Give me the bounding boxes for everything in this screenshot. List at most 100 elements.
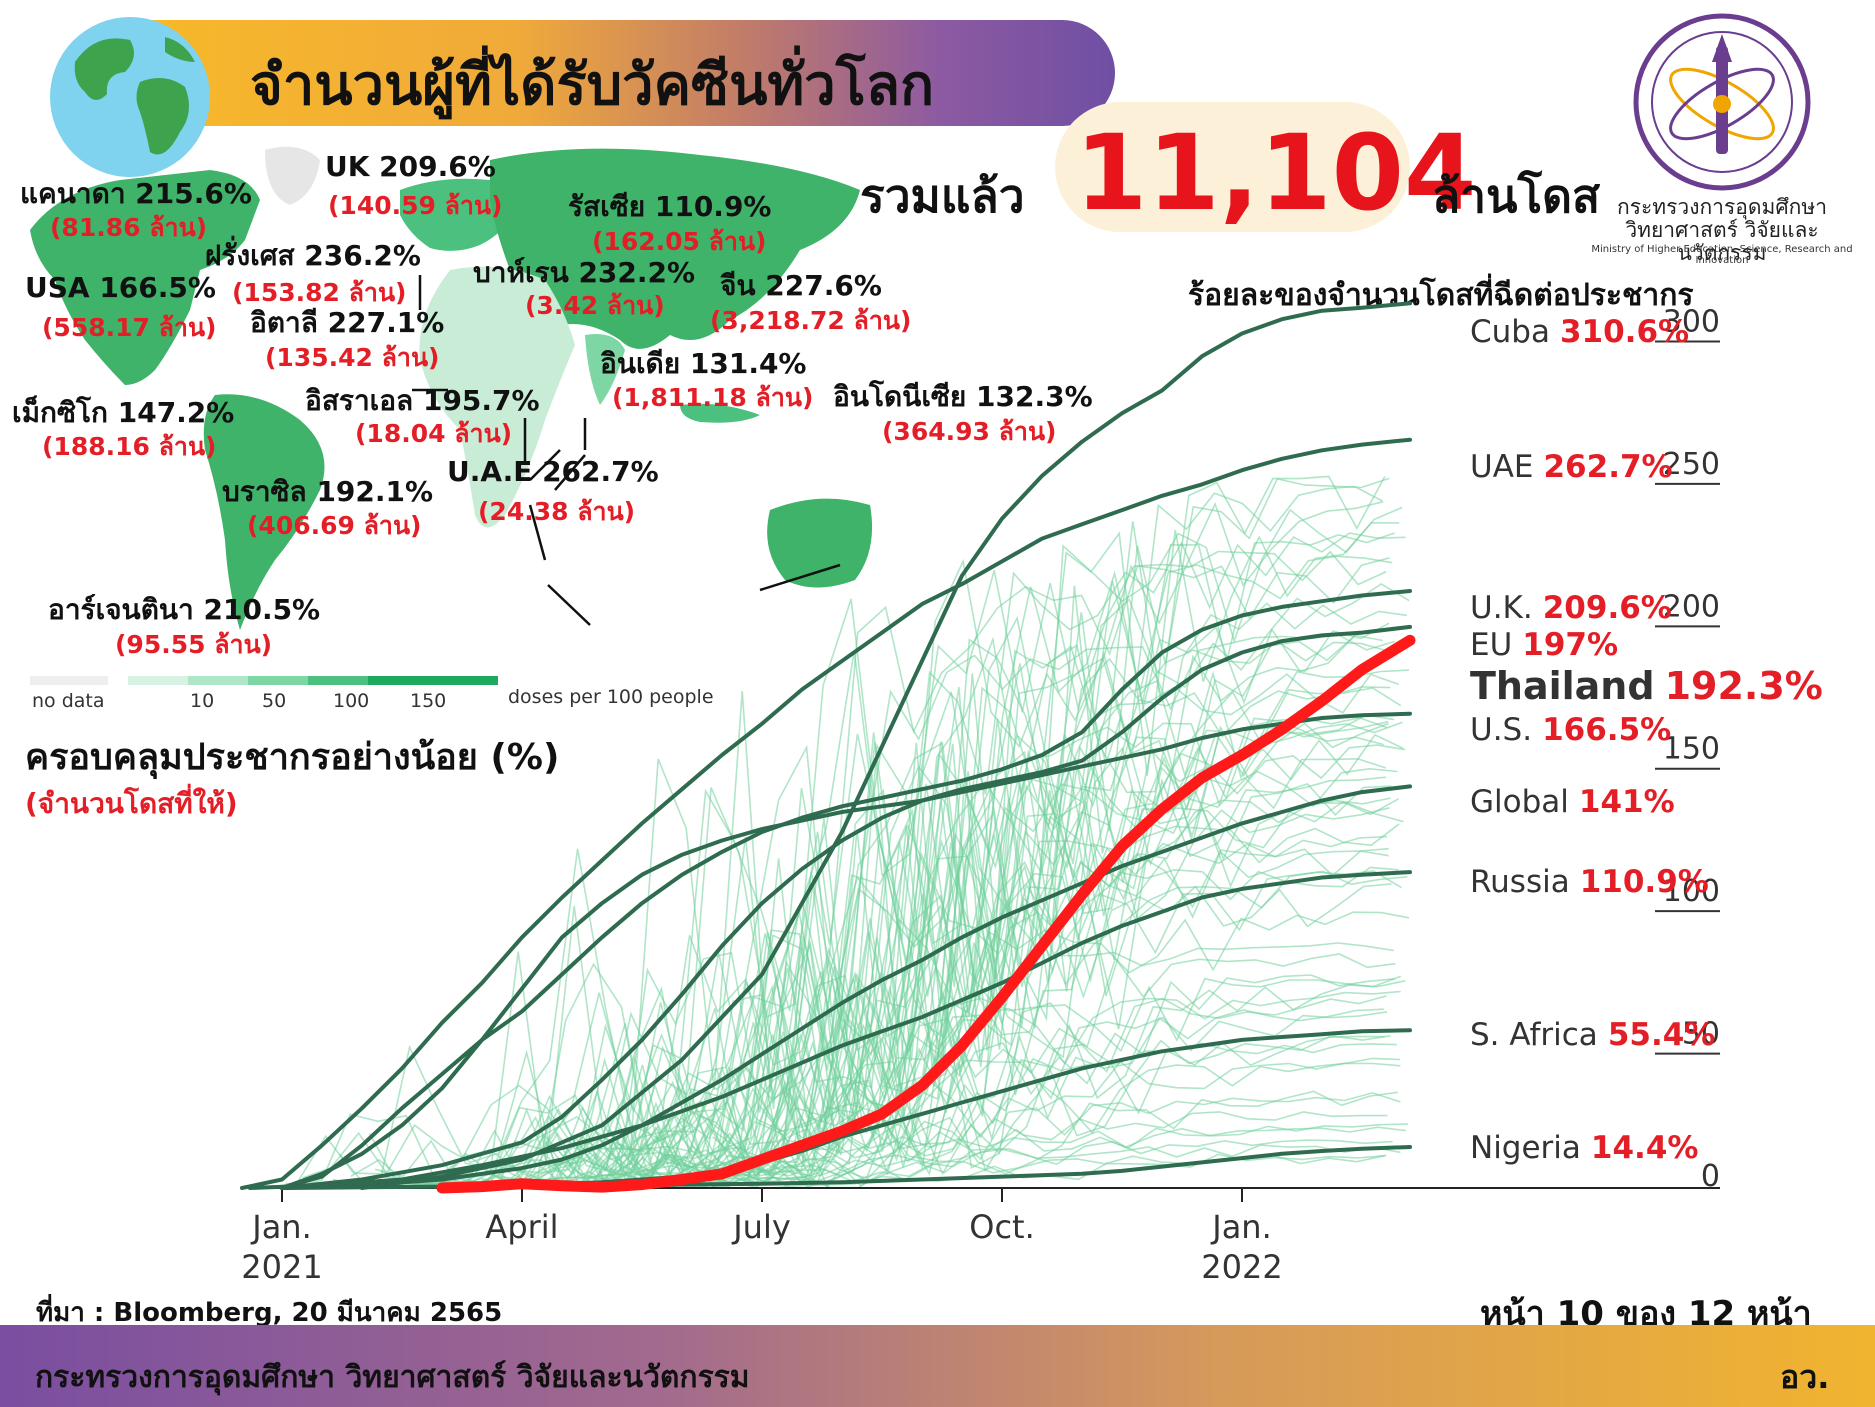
- total-label: รวมแล้ว: [860, 169, 1025, 223]
- x-tick-year: 2021: [241, 1248, 322, 1286]
- series-line-u-k-: [280, 589, 1412, 1190]
- series-name-label: Russia: [1470, 864, 1570, 900]
- map-country-label: อินโดนีเซีย 132.3%: [833, 380, 1093, 413]
- legend-swatch-3: [248, 676, 308, 685]
- background-line: [302, 634, 1395, 1179]
- background-line: [698, 673, 1400, 1181]
- total-unit: ล้านโดส: [1432, 169, 1601, 223]
- legend-swatch-2: [188, 676, 248, 685]
- map-country-label: อาร์เจนตินา 210.5%: [48, 593, 321, 626]
- background-line: [689, 477, 1390, 1180]
- legend-tick-50: 50: [262, 690, 287, 712]
- series-pct-label: 192.3%: [1665, 664, 1823, 708]
- ministry-name-line-2: วิทยาศาสตร์ วิจัยและนวัตกรรม: [1625, 218, 1819, 265]
- map-asia: [490, 148, 860, 349]
- series-labels: Cuba 310.6% UAE 262.7% U.K. 209.6% EU 197%Thail…: [1470, 314, 1823, 1166]
- world-map: [30, 146, 873, 630]
- map-country-doses: (81.86 ล้าน): [50, 213, 208, 242]
- map-legend: no data 10 50 100 150 doses per 100 peop…: [30, 676, 730, 728]
- ministry-name-line-1: กระทรวงการอุดมศึกษา: [1617, 195, 1827, 219]
- series-pct-label: 14.4%: [1591, 1130, 1699, 1166]
- map-country-label: ฝรั่งเศส 236.2%: [205, 239, 421, 272]
- background-line: [269, 557, 1390, 1189]
- map-country-doses: (162.05 ล้าน): [592, 227, 767, 256]
- series-pct-label: 310.6%: [1560, 314, 1689, 350]
- map-country-doses: (153.82 ล้าน): [232, 278, 407, 307]
- total-pill: [1055, 102, 1410, 232]
- map-country-doses: (95.55 ล้าน): [115, 630, 273, 659]
- series-pct-label: 197%: [1522, 627, 1618, 663]
- series-line-russia: [248, 870, 1412, 1190]
- background-line: [332, 1042, 1397, 1189]
- background-line: [497, 532, 1395, 1187]
- background-line: [462, 995, 1387, 1189]
- x-tick-label: April: [485, 1208, 558, 1246]
- map-country-label: U.A.E 262.7%: [447, 455, 659, 488]
- series-line-eu: [280, 624, 1412, 1190]
- background-line: [684, 1035, 1385, 1187]
- map-country-doses: (135.42 ล้าน): [265, 343, 440, 372]
- map-country-label: บราซิล 192.1%: [222, 475, 434, 508]
- title-banner: [150, 20, 1115, 126]
- footer-abbr: อว.: [1780, 1358, 1830, 1396]
- background-line: [471, 953, 1396, 1189]
- series-lines: [240, 301, 1416, 1194]
- map-country-label: รัสเซีย 110.9%: [568, 190, 772, 223]
- background-line: [504, 687, 1402, 1189]
- legend-swatch-no-data: [30, 676, 108, 685]
- background-line: [645, 870, 1402, 1188]
- y-tick-label: 0: [1701, 1159, 1720, 1194]
- series-pct-label: 209.6%: [1543, 590, 1672, 626]
- series-pct-label: 262.7%: [1543, 449, 1672, 485]
- map-country-doses: (558.17 ล้าน): [42, 313, 217, 342]
- y-axis: 0 50 100 150 200 250 300: [255, 304, 1720, 1194]
- x-tick-label: July: [731, 1208, 791, 1246]
- y-tick-label: 50: [1682, 1017, 1720, 1052]
- legend-swatch-4: [308, 676, 368, 685]
- ministry-name-th: กระทรวงการอุดมศึกษา วิทยาศาสตร์ วิจัยและ…: [1582, 196, 1862, 265]
- series-name-label: Nigeria: [1470, 1130, 1581, 1166]
- y-tick-label: 200: [1663, 589, 1720, 624]
- map-country-doses: (364.93 ล้าน): [882, 417, 1057, 446]
- globe-icon: [50, 17, 210, 177]
- legend-unit: doses per 100 people: [508, 686, 714, 708]
- map-country-doses: (3.42 ล้าน): [525, 291, 665, 320]
- map-country-doses: (188.16 ล้าน): [42, 432, 217, 461]
- map-south-america: [203, 394, 325, 630]
- footer-bar: [0, 1325, 1875, 1407]
- series-name-label: Cuba: [1470, 314, 1550, 350]
- series-line-cuba: [360, 301, 1412, 1190]
- map-country-doses: (3,218.72 ล้าน): [710, 306, 912, 335]
- map-north-america: [30, 170, 260, 385]
- background-line: [709, 485, 1383, 1177]
- map-africa: [419, 266, 575, 528]
- coverage-subtitle: (จำนวนโดสที่ให้): [25, 787, 238, 820]
- series-line-global: [280, 784, 1412, 1190]
- legend-tick-10: 10: [190, 690, 215, 712]
- map-country-label: UK 209.6%: [325, 150, 496, 183]
- map-country-label: อิตาลี 227.1%: [250, 306, 445, 339]
- series-line-uae: [240, 437, 1412, 1190]
- map-country-label: แคนาดา 215.6%: [20, 177, 252, 210]
- map-country-label: อินเดีย 131.4%: [600, 347, 807, 380]
- map-india: [585, 334, 625, 405]
- legend-swatch-1: [128, 676, 188, 685]
- map-country-label: บาห์เรน 232.2%: [473, 256, 696, 289]
- series-pct-label: 141%: [1579, 784, 1675, 820]
- y-tick-label: 100: [1663, 874, 1720, 909]
- background-line: [596, 669, 1410, 1177]
- series-name-label: Global: [1470, 784, 1569, 820]
- x-tick-label: Jan.: [250, 1208, 312, 1246]
- legend-swatch-5: [368, 676, 498, 685]
- map-country-doses: (140.59 ล้าน): [328, 191, 503, 220]
- legend-tick-100: 100: [333, 690, 370, 712]
- y-tick-label: 250: [1663, 447, 1720, 482]
- series-name-label: Thailand: [1470, 664, 1655, 708]
- series-name-label: EU: [1470, 627, 1512, 663]
- legend-color-scale: [30, 676, 498, 685]
- background-line: [532, 1092, 1401, 1189]
- x-tick-label: Oct.: [969, 1208, 1035, 1246]
- page-title: จำนวนผู้ที่ได้รับวัคซีนทั่วโลก: [250, 53, 935, 118]
- chart-title: ร้อยละของจำนวนโดสที่ฉีดต่อประชากร: [1188, 278, 1694, 313]
